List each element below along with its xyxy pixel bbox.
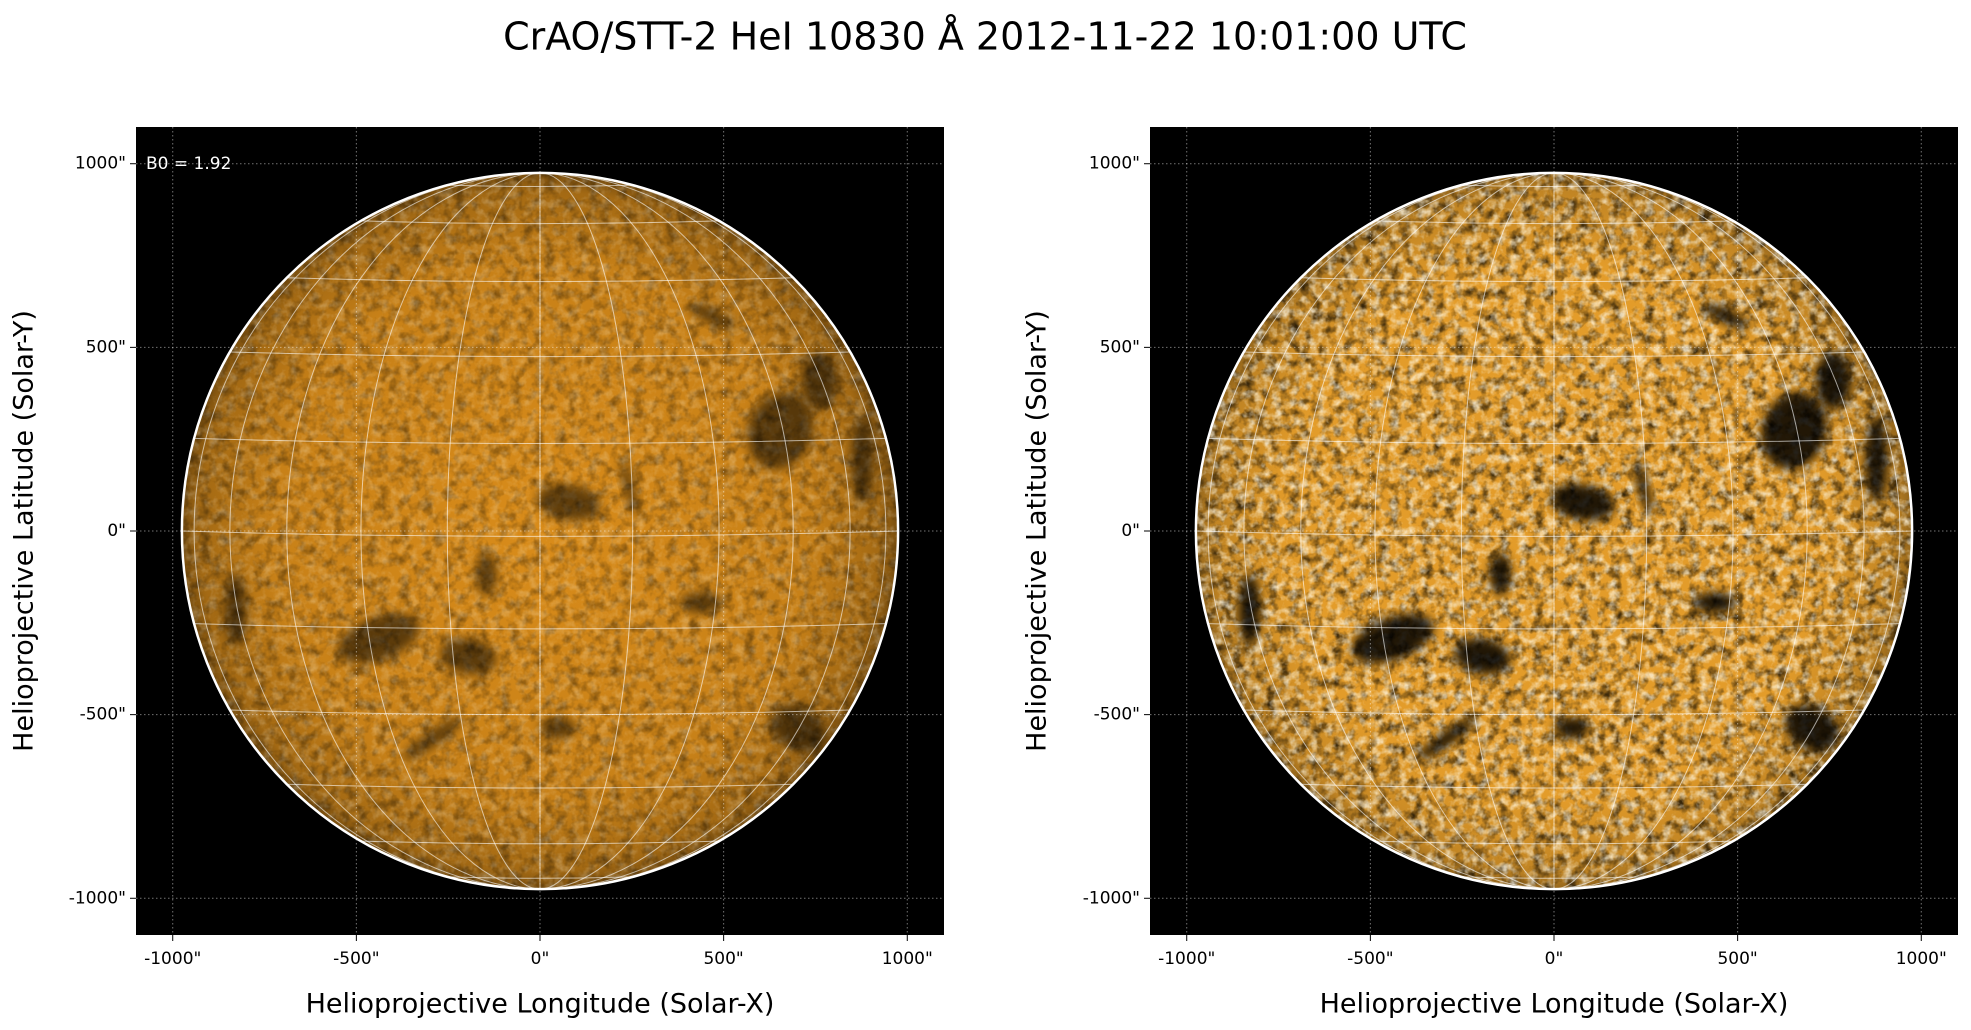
parallel <box>1208 623 1900 630</box>
filament <box>475 552 498 596</box>
y-tick-label: 500" <box>1100 337 1140 357</box>
limb <box>1194 171 1914 891</box>
x-tick-label: -1000" <box>144 949 201 969</box>
heliographic-grid <box>1195 172 1913 890</box>
filament <box>337 613 420 664</box>
solar-disk <box>181 172 899 890</box>
filament <box>620 460 639 516</box>
filament <box>746 392 814 470</box>
y-tick-label: 0" <box>107 521 126 541</box>
filament <box>1702 303 1749 329</box>
x-axis-label: Helioprojective Longitude (Solar-X) <box>306 989 775 1020</box>
x-tick-label: 1000" <box>1896 949 1947 969</box>
parallel <box>1243 709 1865 716</box>
filament <box>679 591 723 614</box>
filament <box>1554 717 1590 739</box>
heliographic-grid <box>181 172 899 890</box>
filament <box>851 416 874 503</box>
filament <box>1784 704 1839 752</box>
filament <box>801 351 838 410</box>
filament <box>1351 613 1434 664</box>
filament <box>1416 717 1477 761</box>
filament <box>402 717 463 761</box>
parallel <box>1195 530 1913 537</box>
parallel <box>181 530 899 537</box>
meridian <box>229 172 851 890</box>
x-tick-label: 500" <box>1717 949 1757 969</box>
parallel <box>1300 783 1808 789</box>
limb <box>180 171 900 891</box>
panel: -1000" -500" 0" 500" 1000" -1000" -500" 0" 500" 1… <box>9 127 944 1020</box>
parallel <box>1243 351 1865 358</box>
x-tick-label: 500" <box>703 949 743 969</box>
meridian <box>446 172 634 890</box>
filament <box>536 483 601 521</box>
parallel <box>1461 876 1647 879</box>
y-tick-label: -500" <box>1094 705 1140 725</box>
parallel <box>1208 437 1900 445</box>
panel: -1000" -500" 0" 500" 1000" -1000" -500" 0" 500" 1… <box>1022 127 1958 1020</box>
y-tick-label: 500" <box>86 337 126 357</box>
y-axis-label: Helioprojective Latitude (Solar-Y) <box>9 310 40 752</box>
parallel <box>447 876 633 879</box>
meridian <box>1374 172 1734 890</box>
filament <box>1865 416 1888 503</box>
solar-disk <box>1195 172 1913 890</box>
x-tick-label: 1000" <box>882 949 933 969</box>
annotation: B0 = 1.92 <box>146 154 231 174</box>
y-tick-label: -1000" <box>1083 888 1140 908</box>
y-tick-label: -1000" <box>69 888 126 908</box>
meridian <box>1300 172 1808 890</box>
parallel <box>194 437 886 445</box>
parallel <box>286 277 794 283</box>
filament <box>770 704 825 752</box>
parallel <box>229 351 851 358</box>
parallel <box>360 840 720 845</box>
x-axis-label: Helioprojective Longitude (Solar-X) <box>1320 989 1789 1020</box>
filament <box>1550 483 1615 521</box>
y-tick-label: -500" <box>80 705 126 725</box>
parallel <box>1374 220 1734 225</box>
parallel <box>194 623 886 630</box>
parallel <box>286 783 794 789</box>
y-tick-label: 1000" <box>75 154 126 174</box>
x-tick-label: -500" <box>1347 949 1393 969</box>
y-tick-label: 1000" <box>1089 154 1140 174</box>
figure-title: CrAO/STT-2 HeI 10830 Å 2012-11-22 10:01:… <box>503 15 1467 59</box>
filament <box>1489 552 1512 596</box>
parallel <box>1300 277 1808 283</box>
parallel <box>1374 840 1734 845</box>
meridian <box>360 172 720 890</box>
y-tick-label: 0" <box>1121 521 1140 541</box>
meridian <box>1243 172 1865 890</box>
y-axis-label: Helioprojective Latitude (Solar-Y) <box>1022 310 1053 752</box>
parallel <box>360 220 720 225</box>
filament <box>1760 392 1828 470</box>
filament <box>1815 351 1852 410</box>
x-tick-label: -1000" <box>1158 949 1215 969</box>
meridian <box>286 172 794 890</box>
parallel <box>1461 184 1647 188</box>
x-tick-label: -500" <box>333 949 379 969</box>
x-tick-label: 0" <box>1545 949 1564 969</box>
filament <box>540 717 576 739</box>
filament <box>1693 591 1737 614</box>
filament <box>1634 460 1653 516</box>
parallel <box>229 709 851 716</box>
parallel <box>447 184 633 188</box>
filament <box>688 303 735 329</box>
x-tick-label: 0" <box>531 949 550 969</box>
meridian <box>1460 172 1648 890</box>
